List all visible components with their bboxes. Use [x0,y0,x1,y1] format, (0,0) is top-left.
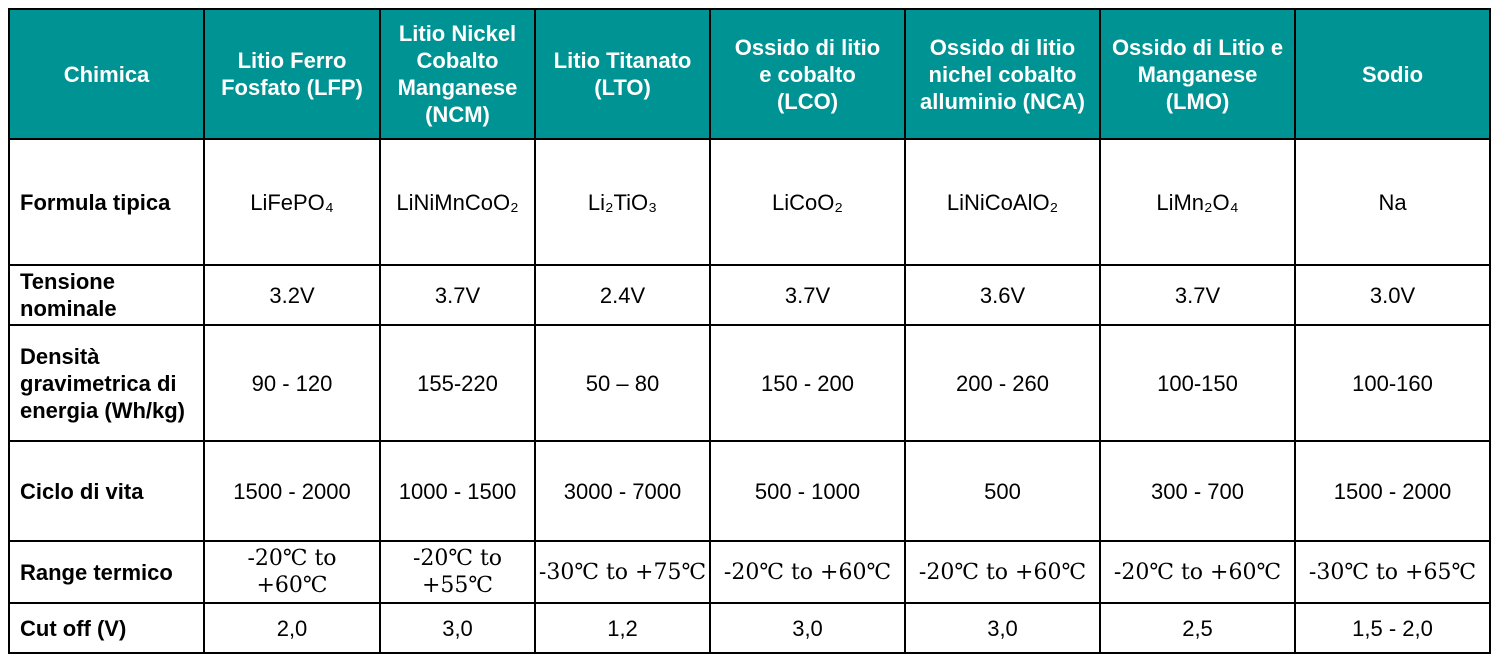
table-cell: 1500 - 2000 [203,440,381,542]
table-cell: 3.7V [709,264,906,326]
table-cell: 90 - 120 [203,324,381,442]
row-label: Range termico [8,540,205,604]
table-cell: 150 - 200 [709,324,906,442]
header-cell-lco: Ossido di litio e cobalto (LCO) [709,8,906,140]
table-cell: Li₂TiO₃ [534,138,711,266]
row-label: Tensione nominale [8,264,205,326]
header-row: Chimica Litio Ferro Fosfato (LFP) Litio … [8,8,1491,140]
table-cell: 3,0 [904,602,1101,654]
table-row: Cut off (V) 2,0 3,0 1,2 3,0 3,0 2,5 1,5 … [8,602,1491,654]
table-cell: -20℃ to +60℃ [709,540,906,604]
table-cell: -20℃ to +60℃ [203,540,381,604]
header-cell-lto: Litio Titanato (LTO) [534,8,711,140]
thermal-range-text: -20℃ to +55℃ [412,546,503,598]
table-cell: -20℃ to +60℃ [904,540,1101,604]
table-cell: 200 - 260 [904,324,1101,442]
table-cell: 2,5 [1099,602,1296,654]
row-label: Cut off (V) [8,602,205,654]
table-cell: Na [1294,138,1491,266]
header-cell-ncm: Litio Nickel Cobalto Manganese (NCM) [379,8,536,140]
table-row: Formula tipica LiFePO₄ LiNiMnCoO₂ Li₂TiO… [8,138,1491,266]
header-corner-cell: Chimica [8,8,205,140]
table-cell: 1000 - 1500 [379,440,536,542]
table-row: Densità gravimetrica di energia (Wh/kg) … [8,324,1491,442]
table-row: Range termico -20℃ to +60℃ -20℃ to +55℃ … [8,540,1491,604]
row-label: Ciclo di vita [8,440,205,542]
table-cell: 1,2 [534,602,711,654]
table-cell: 2.4V [534,264,711,326]
table-cell: 2,0 [203,602,381,654]
table-cell: 100-160 [1294,324,1491,442]
row-label: Densità gravimetrica di energia (Wh/kg) [8,324,205,442]
thermal-range-text: -20℃ to +60℃ [247,546,337,598]
table-cell: 3.0V [1294,264,1491,326]
table-cell: -30℃ to +75℃ [534,540,711,604]
header-cell-nca: Ossido di litio nichel cobalto alluminio… [904,8,1101,140]
table-cell: 3.2V [203,264,381,326]
table-cell: LiNiCoAlO₂ [904,138,1101,266]
table-cell: LiFePO₄ [203,138,381,266]
header-cell-lfp: Litio Ferro Fosfato (LFP) [203,8,381,140]
table-cell: 3.6V [904,264,1101,326]
table-cell: 3,0 [379,602,536,654]
table-cell: 1500 - 2000 [1294,440,1491,542]
table-cell: 300 - 700 [1099,440,1296,542]
table-cell: 3000 - 7000 [534,440,711,542]
table-row: Tensione nominale 3.2V 3.7V 2.4V 3.7V 3.… [8,264,1491,326]
table-cell: 155-220 [379,324,536,442]
table-cell: 100-150 [1099,324,1296,442]
header-cell-lmo: Ossido di Litio e Manganese (LMO) [1099,8,1296,140]
table-cell: 1,5 - 2,0 [1294,602,1491,654]
table-row: Ciclo di vita 1500 - 2000 1000 - 1500 30… [8,440,1491,542]
table-cell: LiMn₂O₄ [1099,138,1296,266]
table-cell: -20℃ to +60℃ [1099,540,1296,604]
table-cell: 50 – 80 [534,324,711,442]
table-cell: -30℃ to +65℃ [1294,540,1491,604]
header-cell-sodio: Sodio [1294,8,1491,140]
row-label: Formula tipica [8,138,205,266]
table-cell: 3,0 [709,602,906,654]
table-cell: LiNiMnCoO₂ [379,138,536,266]
table-cell: -20℃ to +55℃ [379,540,536,604]
table-cell: 500 [904,440,1101,542]
battery-chemistry-table: Chimica Litio Ferro Fosfato (LFP) Litio … [8,8,1491,654]
table-cell: LiCoO₂ [709,138,906,266]
table-cell: 3.7V [1099,264,1296,326]
table-cell: 3.7V [379,264,536,326]
table-cell: 500 - 1000 [709,440,906,542]
